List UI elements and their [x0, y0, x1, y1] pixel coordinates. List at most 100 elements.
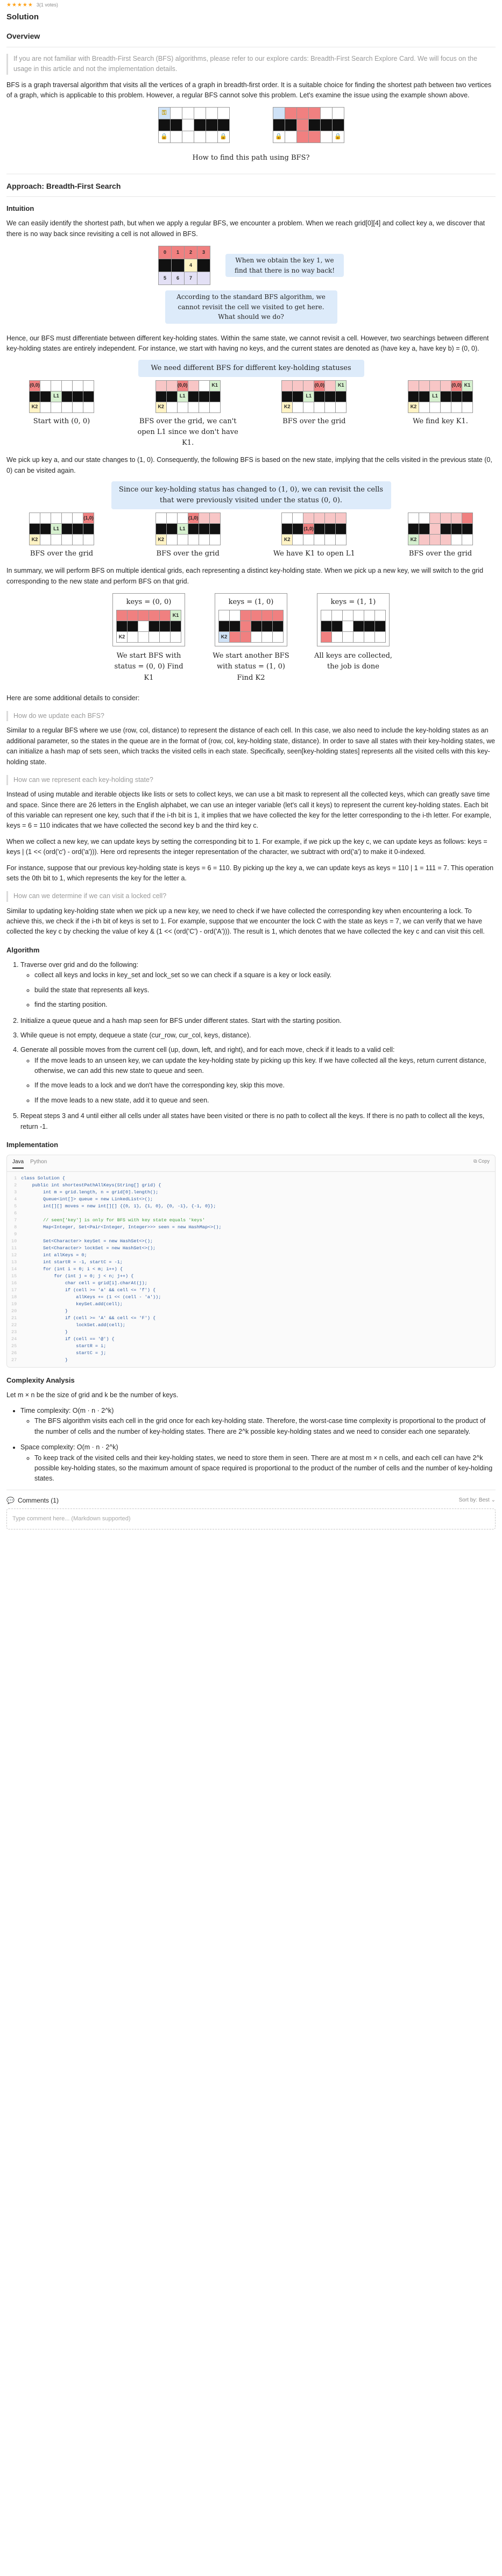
state-change-paragraph: We pick up key a, and our state changes …: [6, 456, 492, 474]
algorithm-step: Traverse over grid and do the following:…: [20, 960, 496, 1011]
code-line: [21, 1210, 221, 1217]
question-represent-state: How can we represent each key-holding st…: [6, 774, 496, 786]
answer-represent-state-1: Instead of using mutable and iterable ob…: [6, 791, 491, 830]
language-tabs: Java Python ⧉ Copy: [7, 1155, 495, 1172]
code-line: allKeys += (1 << (cell - 'a'));: [21, 1294, 161, 1300]
complexity-intro: Let m × n be the size of grid and k be t…: [6, 1391, 179, 1399]
line-number: 18: [11, 1294, 17, 1300]
summary-paragraph: In summary, we will perform BFS on multi…: [6, 567, 484, 585]
state-card: (0,0) K1 L1 K2 BFS over the grid: [259, 380, 369, 449]
rating-bar: ★★★★★ 3(1 votes): [6, 0, 496, 11]
line-number: 26: [11, 1350, 17, 1356]
code-line: for (int j = 0; j < n; j++) {: [21, 1273, 134, 1279]
code-line: int allKeys = 0;: [21, 1252, 87, 1258]
line-number: 17: [11, 1287, 17, 1293]
comments-bar: 💬 Comments (1) Sort by: Best ⌄: [6, 1489, 496, 1509]
line-number: 25: [11, 1343, 17, 1349]
state-card: (0,0) K1 L1 K2 BFS over the grid, we can'…: [133, 380, 243, 449]
algorithm-substep: If the move leads to a lock and we don't…: [34, 1080, 496, 1091]
line-number: 21: [11, 1315, 17, 1321]
answer-represent-state-3: For instance, suppose that our previous …: [6, 864, 494, 882]
line-number: 5: [14, 1203, 17, 1209]
algorithm-step: Repeat steps 3 and 4 until either all ce…: [20, 1111, 496, 1132]
code-line: if (cell >= 'a' && cell <= 'f') {: [21, 1287, 156, 1293]
line-number: 10: [11, 1238, 17, 1244]
figure-state-00: (0,0) L1 K2 Start with (0, 0) (0,0) K1 L1…: [6, 380, 496, 449]
line-number: 4: [14, 1196, 17, 1202]
time-complexity: Time complexity: O(m · n · 2^k) The BFS …: [20, 1406, 496, 1437]
line-number: 6: [14, 1210, 17, 1216]
algorithm-step: Initialize a queue queue and a hash map …: [20, 1016, 496, 1026]
implementation-heading: Implementation: [6, 1140, 59, 1149]
complexity-list: Time complexity: O(m · n · 2^k) The BFS …: [6, 1406, 496, 1484]
line-number: 1: [14, 1175, 17, 1181]
code-line: startC = j;: [21, 1350, 107, 1356]
answer-represent-state-2: When we collect a new key, we can update…: [6, 837, 487, 856]
code-line: }: [21, 1308, 68, 1314]
tab-python[interactable]: Python: [30, 1159, 47, 1165]
key-states-paragraph: Hence, our BFS must differentiate betwee…: [6, 334, 489, 353]
sort-dropdown[interactable]: Sort by: Best ⌄: [458, 1497, 496, 1504]
approach-heading: Approach: Breadth-First Search: [6, 181, 121, 190]
figure-overview-caption: How to find this path using BFS?: [192, 154, 310, 162]
code-line: [21, 1231, 221, 1238]
code-block: Java Python ⧉ Copy 1 2 3 4 5 6 7 8 9 10 11 12 13 14 15…: [6, 1155, 496, 1368]
state-card: (1,0) K2 We have K1 to open L1: [259, 513, 369, 559]
copy-button[interactable]: ⧉ Copy: [473, 1158, 490, 1164]
line-number: 3: [14, 1189, 17, 1195]
state-box: keys = (1, 1): [317, 593, 390, 647]
banner-revisit: Since our key-holding status has changed…: [111, 481, 391, 510]
code-line: Set<Character> lockSet = new HashSet<>()…: [21, 1245, 156, 1251]
space-complexity: Space complexity: O(m · n · 2^k) To keep…: [20, 1442, 496, 1484]
code-line: if (cell == '@') {: [21, 1336, 115, 1342]
line-number: 12: [11, 1252, 17, 1258]
line-number: 19: [11, 1301, 17, 1307]
algorithm-step: While queue is not empty, dequeue a stat…: [20, 1030, 496, 1041]
line-number: 24: [11, 1336, 17, 1342]
rating-stars[interactable]: ★★★★★: [6, 2, 33, 9]
algorithm-step: Generate all possible moves from the cur…: [20, 1045, 496, 1106]
answer-locked-cell: Similar to updating key-holding state wh…: [6, 907, 485, 936]
revisit-question: According to the standard BFS algorithm,…: [165, 290, 337, 324]
line-numbers: 1 2 3 4 5 6 7 8 9 10 11 12 13 14 15 16 17 18 19 20 21 22 23 24 2…: [7, 1175, 21, 1364]
question-update-bfs: How do we update each BFS?: [6, 711, 496, 722]
code-body[interactable]: 1 2 3 4 5 6 7 8 9 10 11 12 13 14 15 16 17 18 19 20 21 22 23 24 2…: [7, 1172, 495, 1367]
line-number: 9: [14, 1231, 17, 1237]
line-number: 11: [11, 1245, 17, 1251]
tab-java[interactable]: Java: [12, 1158, 24, 1169]
overview-heading: Overview: [6, 32, 40, 41]
algorithm-substep: find the starting position.: [34, 1000, 496, 1010]
code-line: Set<Character> keySet = new HashSet<>();: [21, 1238, 153, 1244]
code-line: int m = grid.length, n = grid[0].length(…: [21, 1189, 159, 1195]
line-number: 16: [11, 1280, 17, 1286]
state-box: keys = (1, 0) K2: [215, 593, 287, 647]
no-way-back-note: When we obtain the key 1, we find that t…: [225, 254, 344, 277]
algorithm-steps: Traverse over grid and do the following:…: [6, 960, 496, 1132]
code-line: char cell = grid[i].charAt(j);: [21, 1280, 147, 1286]
solution-page: ★★★★★ 3(1 votes) Solution Overview If yo…: [0, 0, 502, 1537]
code-text[interactable]: class Solution { public int shortestPath…: [21, 1175, 221, 1364]
line-number: 22: [11, 1322, 17, 1328]
state-card: K2 BFS over the grid: [385, 513, 496, 559]
code-line: int startR = -1, startC = -1;: [21, 1259, 123, 1265]
question-locked-cell: How can we determine if we can visit a l…: [6, 891, 496, 902]
divider: [6, 196, 496, 197]
explore-card-note: If you are not familiar with Breadth-Fir…: [6, 53, 496, 75]
line-number: 13: [11, 1259, 17, 1265]
time-complexity-detail: The BFS algorithm visits each cell in th…: [34, 1416, 496, 1437]
line-number: 8: [14, 1224, 17, 1230]
code-line: // seen['key'] is only for BFS with key …: [21, 1217, 205, 1223]
line-number: 15: [11, 1273, 17, 1279]
line-number: 27: [11, 1357, 17, 1363]
figure-overview: ⚿ 🔒 🔒 🔒 🔒 How to find this path using BFS?: [6, 107, 496, 164]
comment-input[interactable]: Type comment here... (Markdown supported…: [6, 1508, 496, 1530]
code-line: lockSet.add(cell);: [21, 1322, 126, 1328]
code-line: if (cell >= 'A' && cell <= 'F') {: [21, 1315, 156, 1321]
grid-example-b: 🔒 🔒: [272, 107, 344, 144]
line-number: 23: [11, 1329, 17, 1335]
state-card: (1,0) L1 K2 BFS over the grid: [6, 513, 117, 559]
code-line: for (int i = 0; i < m; i++) {: [21, 1266, 123, 1272]
line-number: 14: [11, 1266, 17, 1272]
code-line: Map<Integer, Set<Pair<Integer, Integer>>…: [21, 1224, 222, 1230]
space-complexity-detail: To keep track of the visited cells and t…: [34, 1453, 496, 1484]
